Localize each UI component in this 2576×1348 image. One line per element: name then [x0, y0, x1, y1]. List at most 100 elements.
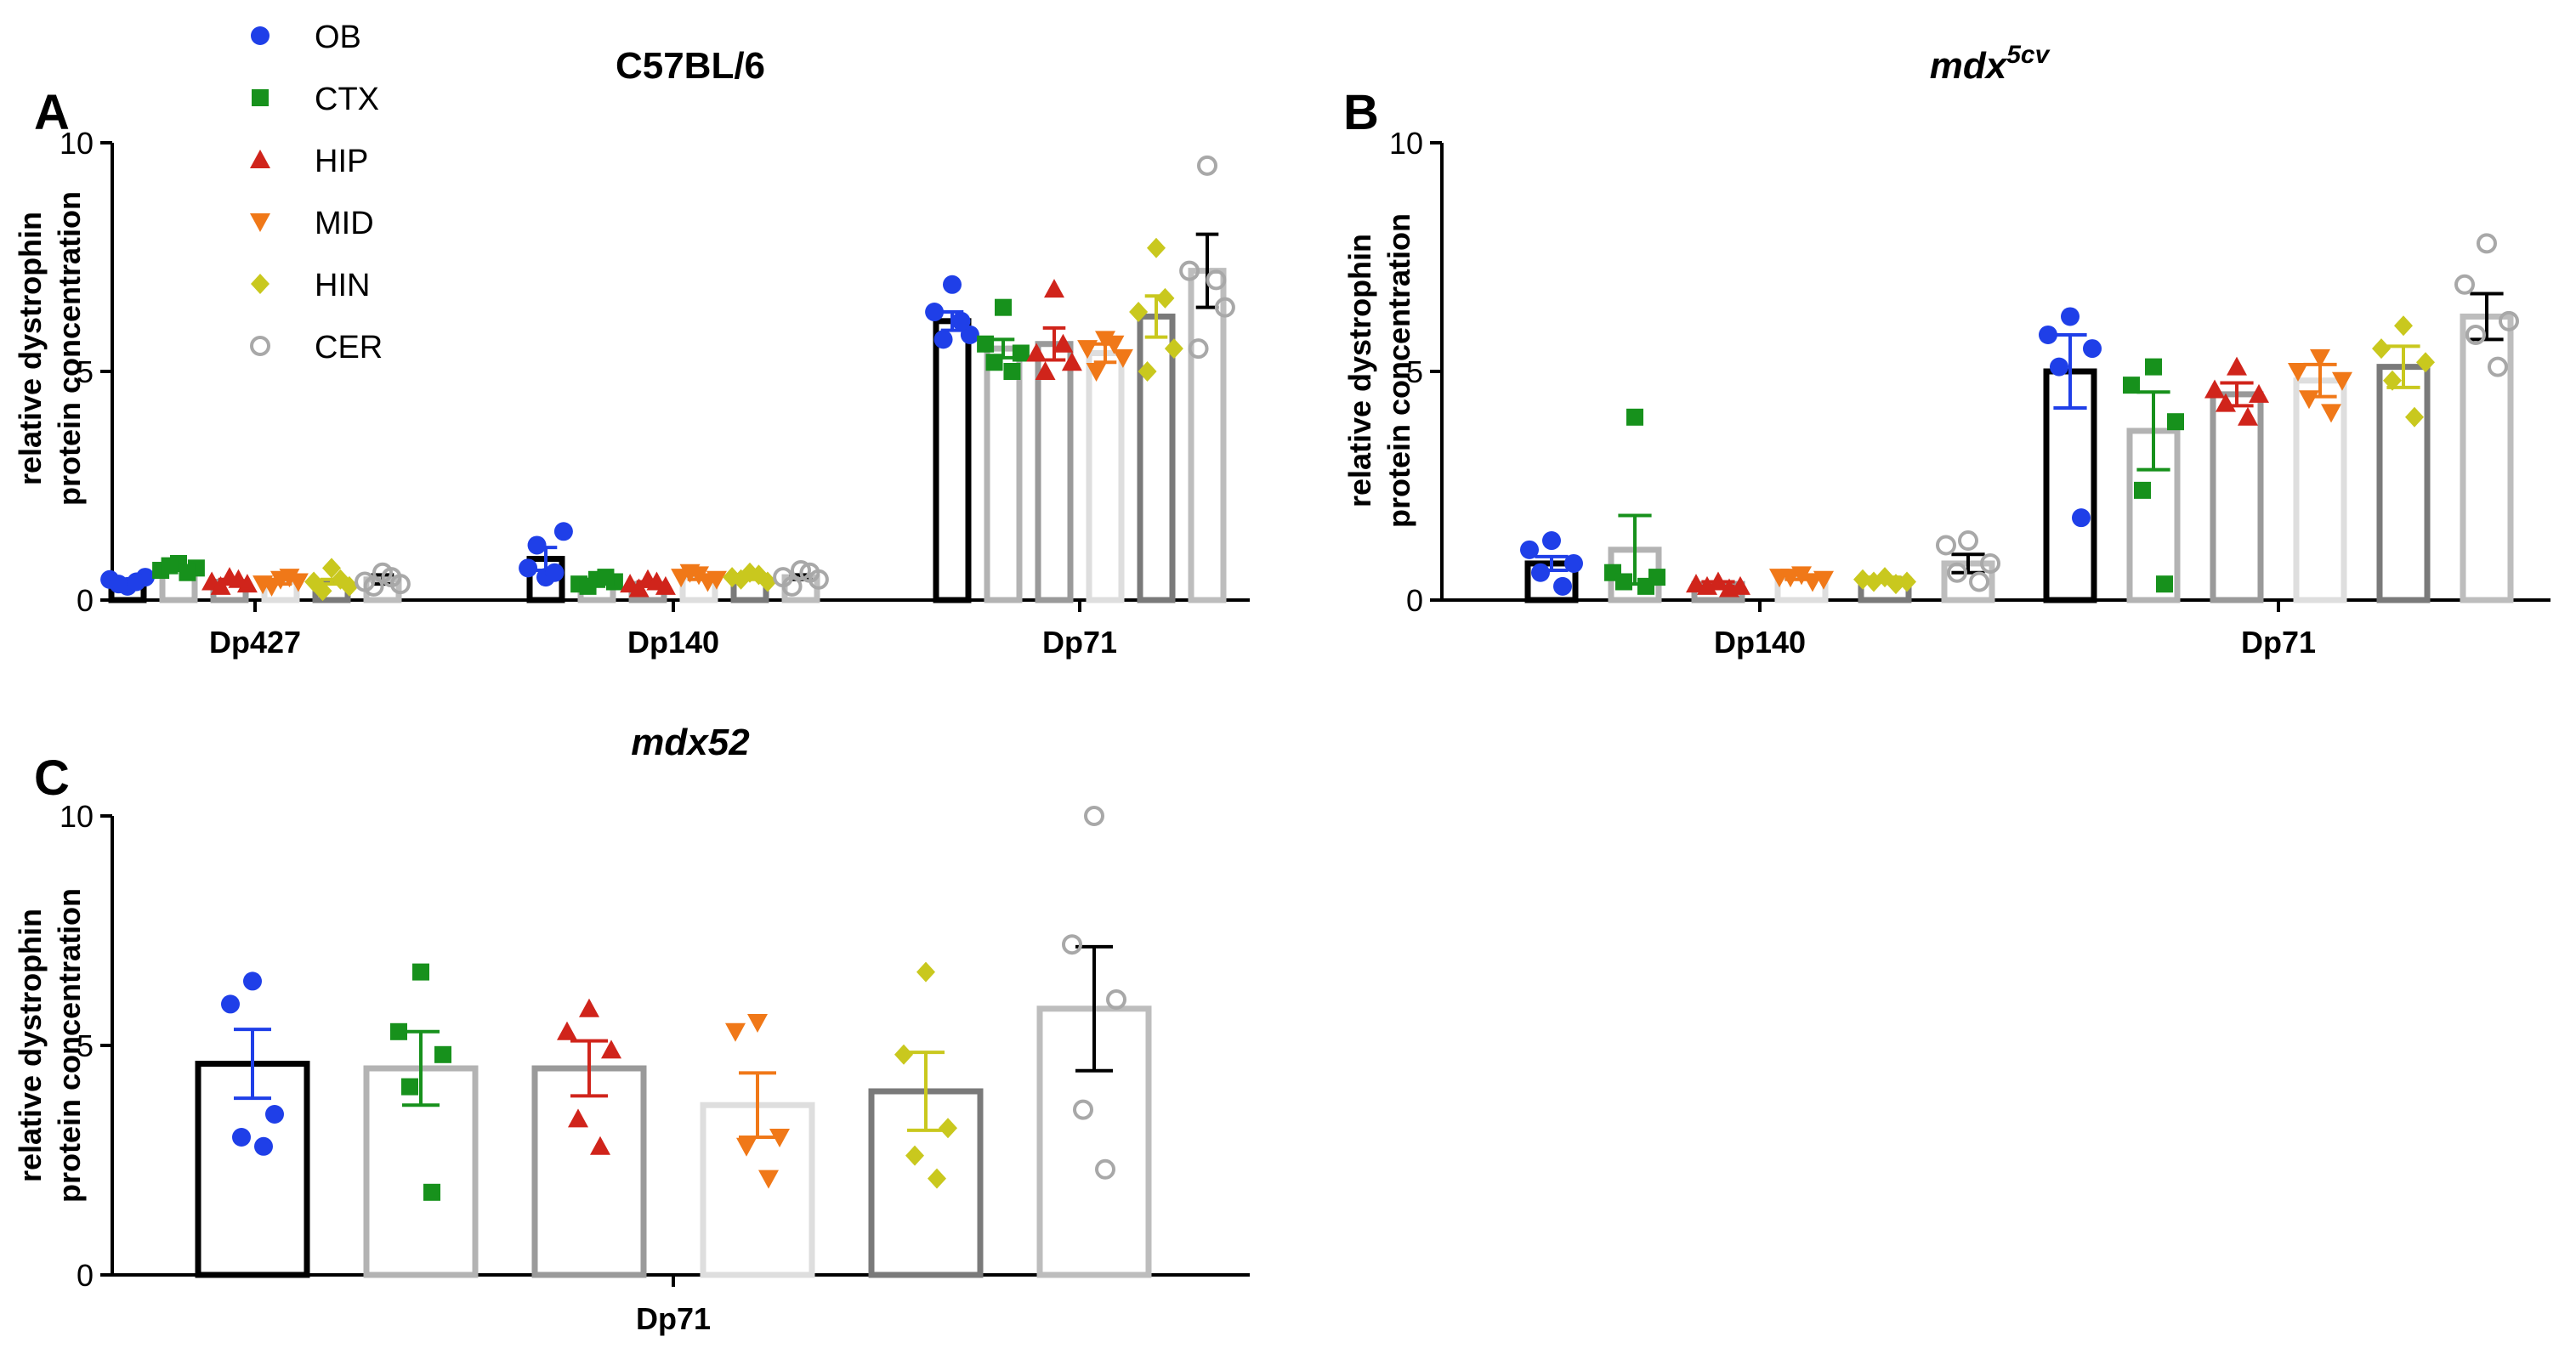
panel-b-point-cer — [2477, 233, 2497, 254]
panel-a-point-ob — [127, 572, 146, 592]
panel-a-point-cer — [1188, 338, 1209, 360]
panel-c-point-ob — [265, 1105, 284, 1124]
legend-marker-cer — [250, 336, 270, 356]
panel-a-point-mid — [261, 577, 282, 597]
panel-b-point-ob — [2083, 339, 2102, 359]
panel-b-point-hip — [2238, 406, 2258, 426]
panel-a-point-hip — [628, 578, 650, 598]
panel-c-ytick-label: 10 — [60, 799, 94, 834]
panel-a-point-ob — [519, 558, 538, 578]
panel-c-point-cer — [1106, 989, 1126, 1010]
panel-a-point-mid — [1086, 363, 1107, 382]
panel-b-point-ob — [1553, 576, 1572, 596]
panel-a-point-hin — [331, 569, 350, 590]
panel-a-point-cer — [799, 562, 820, 583]
panel-b-point-ob — [1542, 531, 1561, 551]
panel-c-point-ctx — [390, 1022, 407, 1040]
panel-b-point-cer — [1947, 562, 1967, 583]
panel-a-point-cer — [363, 575, 384, 597]
legend-label-cer: CER — [315, 330, 383, 365]
panel-c: C mdx52 relative dystrophin protein conc… — [13, 722, 1250, 1336]
panel-c-point-mid — [747, 1014, 768, 1033]
panel-c-point-hip — [590, 1136, 610, 1155]
panel-c-point-hin — [905, 1145, 924, 1166]
panel-a-point-hip — [1061, 352, 1082, 371]
panel-b-point-hip — [1719, 578, 1739, 598]
panel-b-point-hip — [2204, 379, 2225, 399]
panel-a-point-hip — [228, 569, 249, 588]
panel-b-point-cer — [2499, 310, 2519, 331]
panel-a-point-hin — [1138, 361, 1157, 382]
panel-letter-c: C — [34, 750, 70, 806]
legend-label-ob: OB — [315, 20, 361, 55]
legend: OB CTX HIP MID HIN CER — [250, 20, 383, 365]
panel-a-ytick-label: 10 — [60, 126, 94, 161]
panel-b-point-ob — [2039, 325, 2057, 344]
panel-c-point-cer — [1084, 806, 1104, 826]
panel-c-point-hip — [601, 1039, 621, 1059]
panel-b-ytick-label: 10 — [1389, 126, 1423, 161]
panel-a: A C57BL/6 relative dystrophin protein co… — [13, 45, 1250, 660]
panel-b-point-ctx — [1626, 408, 1643, 426]
panel-a-point-hin — [322, 558, 341, 579]
panel-a-point-ob — [933, 330, 953, 349]
panel-b-point-hip — [2227, 356, 2247, 376]
panel-b-point-hip — [1708, 571, 1728, 591]
panel-a-point-mid — [679, 564, 701, 583]
panel-a-point-hip — [210, 575, 231, 595]
panel-a-bar-ob — [933, 318, 972, 603]
panel-b-point-cer — [2465, 324, 2486, 345]
panel-b-ytick-label: 0 — [1406, 583, 1423, 618]
panel-a-point-ctx — [579, 577, 597, 595]
panel-b-point-hin — [2416, 352, 2435, 373]
panel-a-point-cer — [1179, 260, 1200, 281]
panel-b-point-ob — [1564, 553, 1583, 573]
panel-c-point-hip — [557, 1021, 577, 1040]
panel-a-point-mid — [1104, 335, 1125, 354]
panel-c-point-hin — [928, 1168, 946, 1189]
panel-c-point-cer — [1062, 934, 1082, 955]
panel-b-point-mid — [2332, 371, 2352, 391]
panel-b-bar-hip — [2210, 391, 2264, 603]
panel-a-ylabel-line1: relative dystrophin — [13, 212, 48, 485]
panel-a-point-mid — [697, 573, 718, 592]
panel-a-ytick-label: 5 — [77, 354, 94, 389]
panel-b-point-cer — [1969, 571, 1989, 592]
panel-c-point-ctx — [434, 1045, 451, 1063]
panel-b-bar-mid — [2293, 377, 2347, 603]
panel-a-ylabel-line2: protein concentration — [52, 191, 87, 506]
panel-c-point-mid — [758, 1170, 779, 1189]
panel-a-bar-hip — [1035, 341, 1074, 603]
panel-c-point-ob — [243, 971, 262, 991]
panel-a-point-ctx — [597, 569, 615, 586]
panel-c-point-hip — [579, 998, 599, 1017]
panel-b-category-label: Dp140 — [1714, 625, 1806, 660]
panel-b-point-hin — [1887, 574, 1905, 595]
panel-b-point-hin — [2372, 338, 2391, 360]
panel-b-category-label: Dp71 — [2241, 625, 2316, 660]
panel-b-point-ctx — [2156, 575, 2173, 593]
panel-b-point-mid — [2310, 348, 2330, 368]
panel-a-point-cer — [791, 560, 811, 581]
panel-a-point-hip — [1035, 361, 1056, 380]
panel-a-point-ctx — [985, 354, 1003, 371]
panel-a-point-ctx — [1003, 363, 1021, 380]
legend-marker-mid — [250, 213, 270, 232]
panel-a-point-ob — [545, 563, 565, 582]
panel-b-point-hip — [2249, 383, 2269, 403]
panel-a-point-cer — [1206, 269, 1227, 291]
panel-c-ytick-label: 0 — [77, 1258, 94, 1293]
panel-a-bar-mid — [1086, 349, 1125, 603]
panel-a-point-cer — [1214, 297, 1235, 318]
panel-a-point-hip — [1053, 333, 1074, 353]
panel-a-point-ob — [925, 303, 945, 322]
panel-c-point-ctx — [423, 1183, 440, 1201]
panel-a-point-hip — [1026, 343, 1047, 362]
panel-a-point-hip — [1044, 279, 1064, 298]
panel-c-point-hip — [568, 1108, 588, 1128]
panel-a-point-ctx — [995, 298, 1012, 316]
panel-a-category-label: Dp140 — [627, 625, 719, 660]
panel-b-point-hin — [2394, 315, 2413, 337]
panel-b-point-ctx — [2123, 377, 2140, 394]
panel-b-point-hin — [1864, 571, 1883, 592]
